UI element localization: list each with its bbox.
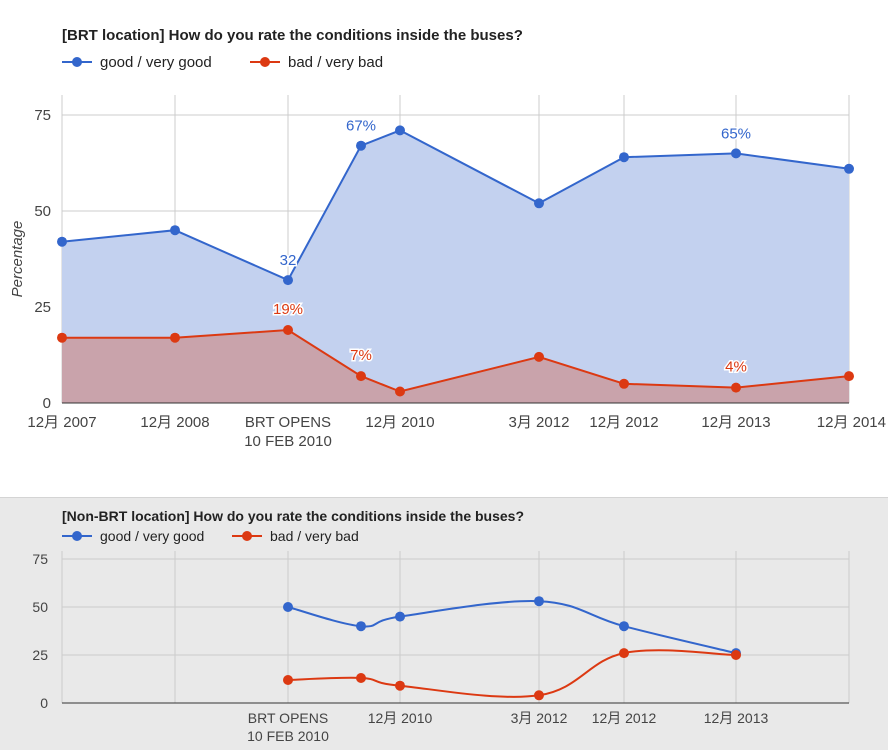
legend-marker-good xyxy=(72,531,82,541)
data-point-bad-1 xyxy=(170,332,180,343)
legend-item-bad: bad / very bad xyxy=(232,528,359,544)
data-point-good-2 xyxy=(283,275,293,286)
y-tick-label: 75 xyxy=(34,107,51,124)
y-tick-label: 0 xyxy=(43,395,51,412)
legend-marker-bad xyxy=(242,531,252,541)
y-tick-label: 25 xyxy=(32,647,48,663)
x-tick-label: 12月 2008 xyxy=(140,414,209,431)
data-point-bad-3 xyxy=(356,371,366,382)
x-tick-label-line: BRT OPENS xyxy=(245,414,331,431)
legend-label-good: good / very good xyxy=(100,528,204,544)
x-tick-label-line: 10 FEB 2010 xyxy=(247,728,329,744)
chart-title: [BRT location] How do you rate the condi… xyxy=(62,27,523,44)
data-point-good-2 xyxy=(395,611,405,622)
non-brt-chart-panel: [Non-BRT location] How do you rate the c… xyxy=(0,497,888,750)
x-tick-label: 3月 2012 xyxy=(509,414,570,431)
data-point-bad-1 xyxy=(356,673,366,683)
non-brt-chart: [Non-BRT location] How do you rate the c… xyxy=(32,508,850,744)
data-point-bad-0 xyxy=(57,332,67,343)
brt-chart-panel: [BRT location] How do you rate the condi… xyxy=(9,27,886,450)
y-tick-label: 50 xyxy=(32,599,48,615)
data-point-bad-4 xyxy=(619,648,629,659)
data-point-bad-5 xyxy=(534,351,544,362)
data-label-good: 65% xyxy=(721,125,751,142)
legend-marker-bad xyxy=(260,57,270,67)
data-point-bad-2 xyxy=(395,680,405,691)
data-point-good-8 xyxy=(844,163,854,174)
x-tick-label: 12月 2010 xyxy=(365,414,434,431)
data-point-bad-0 xyxy=(283,675,293,685)
y-tick-label: 0 xyxy=(40,695,48,711)
legend-marker-good xyxy=(72,57,82,67)
data-point-good-3 xyxy=(356,140,366,151)
data-point-good-5 xyxy=(534,198,544,209)
x-tick-label-line: BRT OPENS xyxy=(248,710,328,726)
legend-label-good: good / very good xyxy=(100,54,212,71)
brt-chart: [BRT location] How do you rate the condi… xyxy=(9,27,886,450)
data-point-bad-7 xyxy=(731,382,741,393)
y-tick-label: 50 xyxy=(34,203,51,220)
data-point-bad-2 xyxy=(283,325,293,335)
data-point-good-0 xyxy=(283,602,293,612)
data-point-bad-3 xyxy=(534,690,544,701)
data-point-good-1 xyxy=(170,225,180,236)
x-tick-label: BRT OPENS 10 FEB 2010 xyxy=(247,710,329,744)
legend-label-bad: bad / very bad xyxy=(288,54,383,71)
data-point-good-0 xyxy=(57,236,67,247)
data-point-bad-8 xyxy=(844,371,854,382)
x-tick-label: 12月 2010 xyxy=(368,710,433,726)
legend-item-bad: bad / very bad xyxy=(250,54,383,71)
data-label-bad: 19% xyxy=(273,301,303,318)
x-tick-label: 12月 2012 xyxy=(589,414,658,431)
data-label-bad: 4% xyxy=(725,359,747,376)
data-point-good-6 xyxy=(619,152,629,163)
data-point-good-4 xyxy=(619,621,629,632)
data-label-bad: 7% xyxy=(350,347,372,364)
x-tick-label-line: 10 FEB 2010 xyxy=(244,433,332,450)
data-point-good-3 xyxy=(534,596,544,607)
x-tick-label: 12月 2012 xyxy=(592,710,657,726)
series-line-bad xyxy=(287,649,737,698)
x-tick-label: 12月 2014 xyxy=(817,414,886,431)
chart-title: [Non-BRT location] How do you rate the c… xyxy=(62,508,524,524)
legend-item-good: good / very good xyxy=(62,528,204,544)
y-tick-label: 75 xyxy=(32,551,48,567)
series-line-good xyxy=(287,600,737,655)
data-point-bad-5 xyxy=(731,650,741,660)
legend-item-good: good / very good xyxy=(62,54,212,71)
x-tick-label: BRT OPENS 10 FEB 2010 xyxy=(244,414,332,450)
data-point-good-4 xyxy=(395,125,405,136)
data-point-good-1 xyxy=(356,621,366,632)
x-tick-label: 3月 2012 xyxy=(511,710,568,726)
y-axis-title: Percentage xyxy=(9,221,26,298)
area-fill-bad xyxy=(62,330,849,403)
data-point-bad-6 xyxy=(619,378,629,389)
data-point-bad-4 xyxy=(395,386,405,397)
x-tick-label: 12月 2013 xyxy=(701,414,770,431)
data-label-good: 67% xyxy=(346,118,376,135)
x-tick-label: 12月 2007 xyxy=(27,414,96,431)
legend-label-bad: bad / very bad xyxy=(270,528,359,544)
data-point-good-7 xyxy=(731,148,741,159)
x-tick-label: 12月 2013 xyxy=(704,710,769,726)
data-label-good: 32 xyxy=(280,252,297,269)
y-tick-label: 25 xyxy=(34,299,51,316)
